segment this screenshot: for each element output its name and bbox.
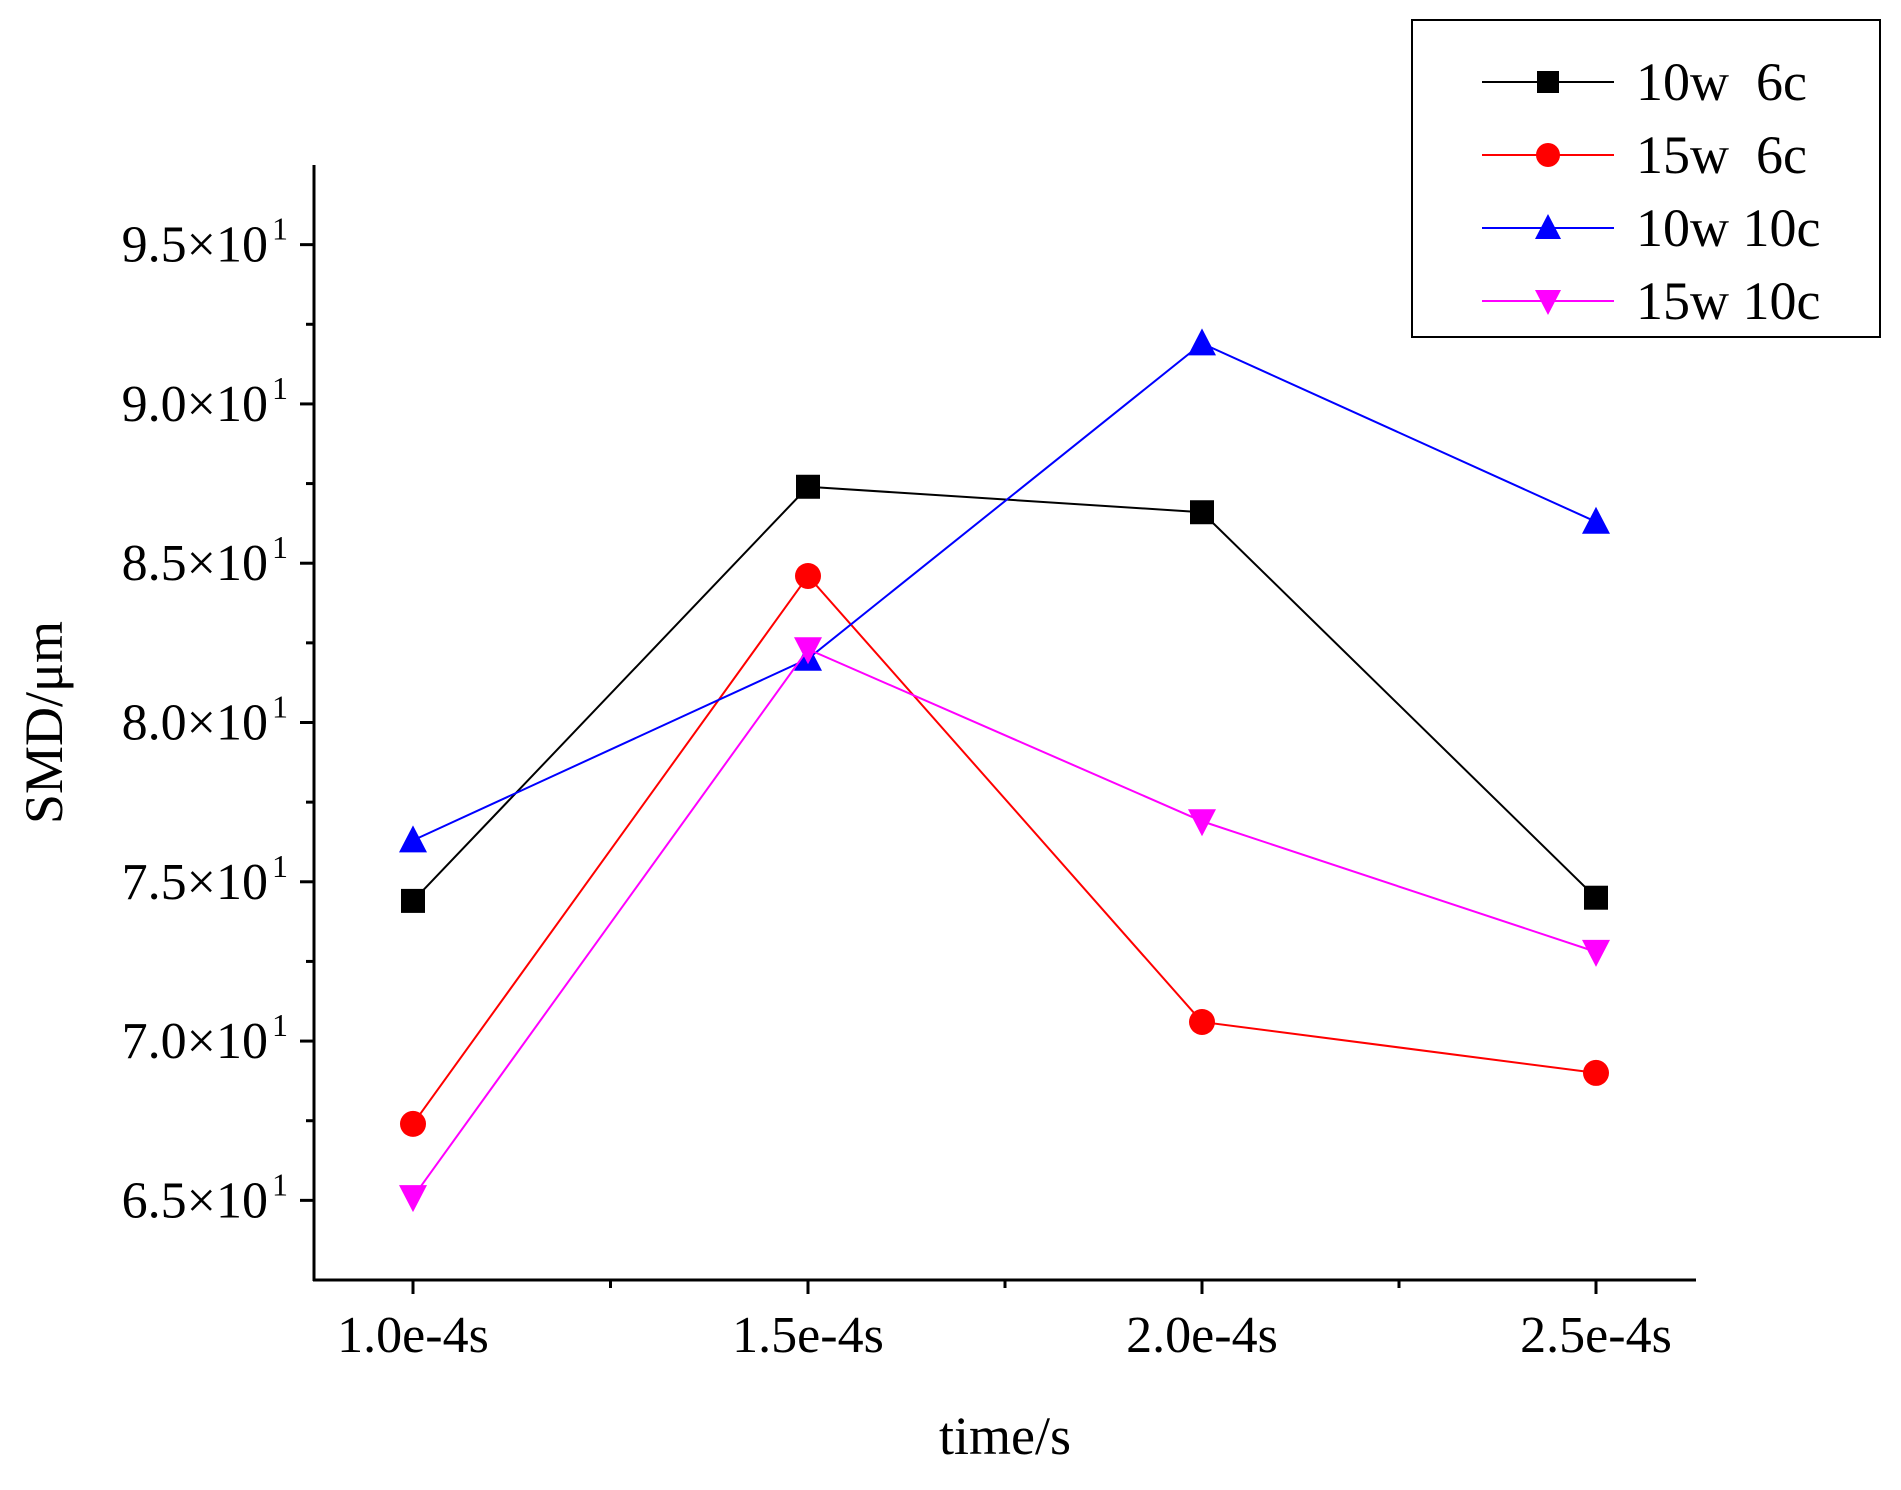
- series-line: [412, 485, 1597, 902]
- legend-marker: [1535, 214, 1561, 239]
- x-axis-title: time/s: [939, 1406, 1071, 1466]
- y-tick-label: 9.0×10: [122, 376, 268, 433]
- data-point: [794, 637, 822, 665]
- legend-item: 10w 6c: [1482, 52, 1807, 112]
- series-line: [412, 647, 1597, 1198]
- y-tick-exponent: 1: [272, 211, 288, 247]
- legend-label: 10w 10c: [1636, 198, 1820, 258]
- data-point: [1583, 1059, 1609, 1086]
- data-point: [1188, 328, 1216, 356]
- legend: 10w 6c 15w 6c 10w 10c 15w 10c: [1411, 19, 1881, 338]
- y-tick-exponent: 1: [272, 529, 288, 565]
- x-tick-label: 1.5e-4s: [732, 1307, 884, 1364]
- series-line: [412, 574, 1597, 1125]
- legend-label: 15w 6c: [1636, 125, 1807, 185]
- series-0: [401, 474, 1608, 913]
- y-tick-label: 9.5×10: [122, 217, 268, 274]
- data-point: [795, 562, 821, 589]
- legend-item: 15w 10c: [1482, 271, 1820, 331]
- data-point: [401, 888, 425, 913]
- data-point: [1584, 885, 1608, 910]
- y-tick-label: 6.5×10: [122, 1172, 268, 1229]
- y-tick-label: 8.5×10: [122, 535, 268, 592]
- legend-item: 15w 6c: [1482, 125, 1807, 185]
- y-tick-label: 7.0×10: [122, 1013, 268, 1070]
- x-tick-label: 2.0e-4s: [1126, 1307, 1278, 1364]
- data-point: [1582, 939, 1610, 967]
- series-layer: [399, 328, 1610, 1213]
- legend-marker: [1536, 143, 1560, 167]
- y-tick-exponent: 1: [272, 1166, 288, 1202]
- y-tick-exponent: 1: [272, 689, 288, 725]
- y-axis-title: SMD/μm: [14, 621, 74, 824]
- axes: 6.5×10 17.0×10 17.5×10 18.0×10 18.5×10 19.0×1…: [122, 165, 1696, 1364]
- y-tick-label: 7.5×10: [122, 854, 268, 911]
- data-point: [399, 825, 427, 853]
- y-tick-exponent: 1: [272, 370, 288, 406]
- data-point: [400, 1110, 426, 1137]
- series-line: [412, 342, 1597, 842]
- x-tick-label: 2.5e-4s: [1520, 1307, 1672, 1364]
- data-point: [1188, 809, 1216, 837]
- legend-marker: [1537, 71, 1559, 93]
- data-point: [1190, 500, 1214, 525]
- x-tick-label: 1.0e-4s: [337, 1307, 489, 1364]
- data-point: [399, 1185, 427, 1213]
- data-point: [1189, 1008, 1215, 1035]
- y-tick-exponent: 1: [272, 1007, 288, 1043]
- data-point: [1582, 506, 1610, 534]
- y-tick-label: 8.0×10: [122, 695, 268, 752]
- legend-box: [1411, 19, 1881, 338]
- series-2: [399, 328, 1610, 853]
- data-point: [796, 474, 820, 499]
- legend-marker: [1535, 290, 1561, 315]
- legend-label: 15w 10c: [1636, 271, 1820, 331]
- legend-item: 10w 10c: [1482, 198, 1820, 258]
- series-3: [399, 637, 1610, 1213]
- series-1: [400, 562, 1609, 1137]
- legend-label: 10w 6c: [1636, 52, 1807, 112]
- y-tick-exponent: 1: [272, 848, 288, 884]
